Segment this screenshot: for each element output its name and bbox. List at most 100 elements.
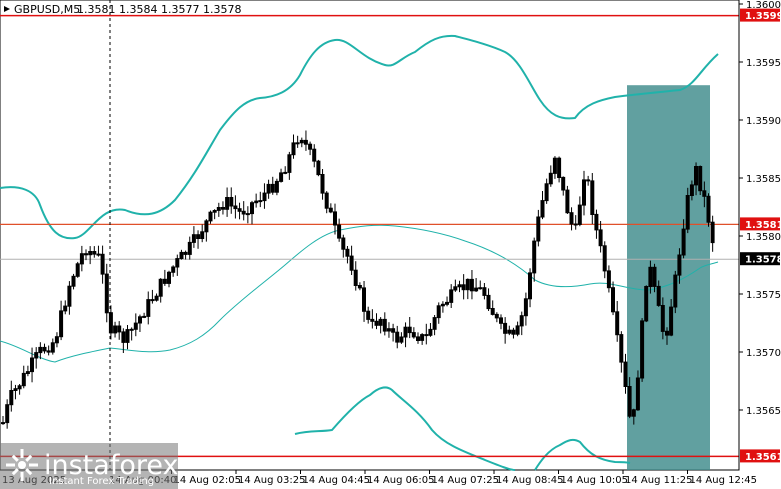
candle-body — [407, 326, 412, 334]
candle-body — [133, 322, 138, 330]
plot-area[interactable] — [0, 0, 740, 471]
candle-body — [665, 330, 669, 336]
candle-body — [420, 334, 425, 341]
candle-body — [611, 287, 615, 313]
candle-body — [644, 286, 649, 322]
candle-body — [295, 142, 300, 145]
candle-body — [424, 334, 429, 337]
candle-body — [71, 275, 76, 287]
candle-body — [411, 332, 416, 338]
time-tick-label: 14 Aug 03:25 — [238, 475, 305, 486]
candle-body — [461, 284, 466, 291]
price-tick-label: 1.3570 — [746, 348, 781, 359]
candle-body — [250, 202, 254, 215]
candle-body — [9, 390, 14, 406]
candle-body — [474, 287, 479, 292]
candle-body — [200, 231, 205, 240]
candle-body — [316, 160, 321, 176]
candle-body — [320, 174, 325, 194]
candle-body — [333, 211, 337, 226]
candle-body — [677, 254, 682, 276]
instaforex-logo: instaforex Instant Forex Trading — [0, 443, 178, 489]
candle-body — [486, 294, 491, 310]
candle-body — [523, 298, 528, 317]
candle-body — [515, 325, 520, 335]
price-badge-label: 1.3599 — [745, 11, 781, 22]
candle-body — [631, 409, 636, 417]
candle-body — [681, 228, 686, 256]
candle-body — [117, 325, 122, 333]
candle-body — [125, 329, 130, 343]
candle-body — [673, 274, 678, 308]
candle-body — [245, 213, 250, 216]
upper-band — [0, 34, 719, 240]
candle-body — [283, 171, 288, 174]
candle-body — [204, 220, 209, 233]
candle-body — [1, 422, 5, 425]
candle-body — [108, 312, 113, 334]
candle-body — [113, 325, 118, 334]
candle-body — [565, 189, 570, 214]
candle-body — [237, 208, 242, 212]
candle-body — [582, 179, 586, 206]
candle-body — [299, 139, 304, 144]
candle-body — [640, 320, 645, 379]
candle-body — [208, 211, 213, 222]
candle-body — [469, 278, 474, 292]
candle-body — [88, 251, 93, 256]
candle-body — [362, 287, 366, 312]
candle-body — [478, 287, 483, 290]
time-tick-label: 14 Aug 07:25 — [432, 475, 499, 486]
candle-body — [436, 305, 441, 319]
candle-body — [403, 326, 408, 338]
candle-body — [561, 176, 566, 191]
candle-body — [573, 223, 578, 226]
candle-body — [552, 157, 557, 174]
time-tick-label: 14 Aug 11:25 — [625, 475, 692, 486]
candle-body — [710, 221, 715, 244]
candle-body — [67, 285, 72, 307]
candle-body — [482, 287, 487, 296]
candle-body — [183, 251, 188, 255]
candle-body — [121, 331, 126, 343]
price-axis[interactable]: 1.3600 1.3595 1.3590 1.3585 1.3580 1.3575 1.35… — [738, 0, 781, 470]
candle-body — [270, 183, 275, 193]
candle-body — [341, 237, 346, 250]
collapse-triangle-icon[interactable] — [4, 6, 10, 12]
watermark-brand: instaforex — [44, 450, 178, 481]
candle-body — [453, 286, 458, 291]
candle-body — [84, 253, 88, 256]
time-tick-label: 14 Aug 02:05 — [174, 475, 241, 486]
candle-body — [337, 224, 342, 239]
candle-body — [196, 234, 201, 239]
candle-body — [266, 183, 271, 194]
price-badge-label: 1.3561 — [745, 452, 781, 463]
candle-body — [606, 270, 611, 289]
price-badge — [740, 449, 780, 463]
candle-body — [457, 284, 462, 288]
candle-body — [279, 172, 284, 182]
candle-body — [432, 317, 437, 330]
candle-body — [30, 357, 34, 373]
candle-body — [511, 329, 516, 335]
candle-body — [212, 210, 217, 213]
candle-body — [353, 269, 358, 287]
candle-body — [590, 180, 595, 215]
candle-body — [150, 299, 155, 302]
candle-body — [287, 154, 292, 173]
candle-body — [445, 301, 449, 305]
candle-body — [129, 328, 134, 331]
candle-body — [142, 315, 147, 318]
candle-body — [577, 204, 582, 225]
candle-body — [171, 266, 176, 273]
candle-body — [308, 143, 313, 150]
price-tick-label: 1.3600 — [746, 0, 781, 11]
candle-body — [154, 295, 159, 301]
candle-body — [494, 313, 499, 319]
candle-body — [175, 258, 180, 268]
candle-body — [79, 253, 84, 265]
candle-body — [34, 352, 39, 359]
candle-body — [303, 139, 308, 145]
candle-body — [465, 278, 470, 291]
